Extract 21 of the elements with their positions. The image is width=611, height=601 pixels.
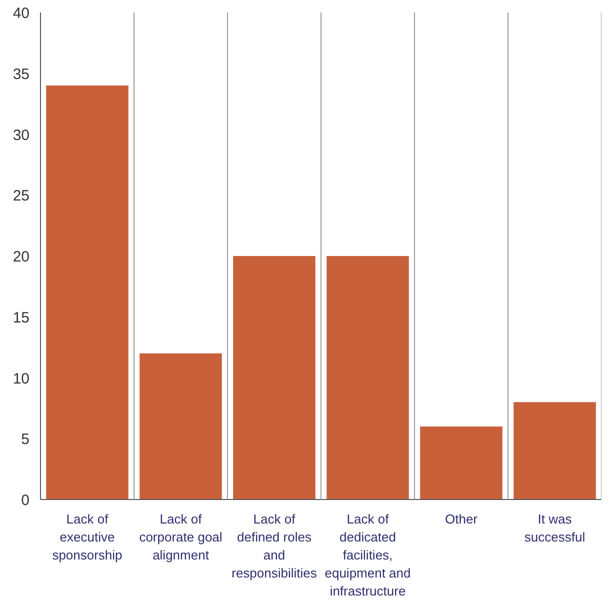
x-tick-label: Other bbox=[444, 512, 478, 526]
x-tick-label: Lack of defined roles and responsibilities bbox=[232, 512, 318, 580]
bar bbox=[514, 402, 596, 500]
bar bbox=[420, 426, 502, 500]
x-tick-label: Lack of executive sponsorship bbox=[52, 512, 122, 562]
bar bbox=[233, 256, 316, 500]
y-tick-label: 35 bbox=[12, 66, 30, 83]
y-tick-label: 15 bbox=[12, 309, 30, 326]
y-tick-label: 0 bbox=[21, 492, 30, 509]
bar bbox=[326, 256, 409, 500]
x-tick-label: Lack of corporate goal alignment bbox=[139, 512, 222, 562]
x-tick-label: Lack of dedicated facilities, equipment and infrastructure bbox=[324, 512, 411, 598]
y-tick-label: 10 bbox=[12, 370, 30, 388]
y-tick-label: 20 bbox=[12, 248, 30, 266]
y-tick-label: 5 bbox=[21, 431, 30, 448]
bar bbox=[46, 86, 128, 500]
x-tick-label: It was successful bbox=[524, 512, 586, 544]
y-tick-label: 25 bbox=[12, 188, 30, 205]
y-tick-label: 30 bbox=[12, 126, 30, 144]
bar bbox=[140, 353, 222, 500]
y-tick-label: 40 bbox=[12, 5, 30, 22]
